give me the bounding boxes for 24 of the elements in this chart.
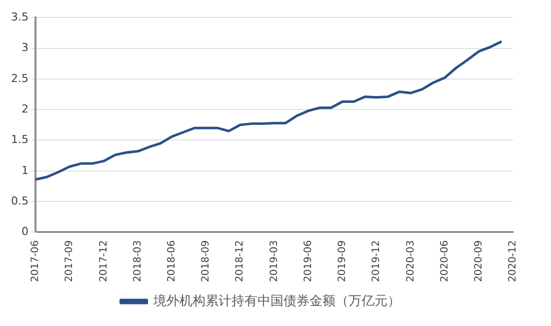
x-tick-label: 2019-12	[371, 240, 382, 282]
y-tick-label: 1.5	[10, 133, 28, 146]
y-tick-label: 2.5	[10, 72, 28, 85]
y-tick-label: 1	[21, 164, 28, 177]
x-tick-label: 2019-03	[268, 240, 280, 282]
y-tick-label: 0.5	[10, 194, 28, 208]
y-tick-label: 2	[21, 102, 28, 116]
x-tick-label: 2018-12	[234, 240, 246, 282]
x-tick-label: 2020-06	[439, 240, 450, 282]
y-tick-label: 0	[21, 225, 28, 238]
y-tick-label: 3	[21, 41, 28, 54]
legend-label: 境外机构累计持有中国债券金额（万亿元）	[152, 292, 400, 309]
x-tick-label: 2018-03	[132, 240, 144, 282]
x-tick-label: 2017-12	[98, 240, 110, 282]
x-tick-label: 2019-09	[337, 240, 348, 282]
y-tick-label: 3.5	[10, 10, 28, 24]
x-tick-label: 2020-12	[508, 240, 519, 282]
x-tick-label: 2018-09	[200, 240, 212, 282]
x-tick-label: 2020-09	[473, 240, 484, 282]
x-tick-label: 2020-03	[405, 240, 416, 282]
x-tick-label: 2017-06	[30, 240, 42, 282]
x-tick-label: 2017-09	[64, 240, 76, 282]
x-tick-label: 2018-06	[166, 240, 178, 282]
x-tick-label: 2019-06	[302, 240, 314, 282]
